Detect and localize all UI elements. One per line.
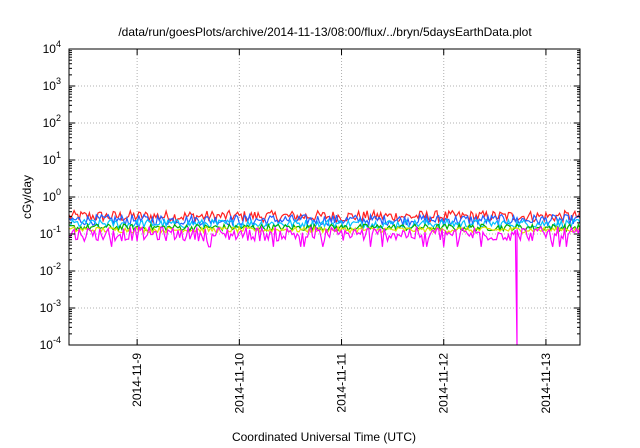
series-line (68, 224, 581, 346)
y-tick-label: 102 (43, 113, 61, 130)
x-axis: 2014-11-9 2014-11-10 2014-11-11 2014-11-12 2… (130, 49, 553, 414)
y-axis-label: cGy/day (20, 175, 34, 219)
y-tick-label: 10-4 (40, 335, 61, 352)
x-tick-label: 2014-11-12 (437, 353, 451, 414)
chart-title: /data/run/goesPlots/archive/2014-11-13/0… (118, 25, 532, 39)
x-tick-label: 2014-11-9 (130, 353, 144, 407)
x-tick-label: 2014-11-13 (539, 353, 553, 414)
x-tick-label: 2014-11-11 (335, 353, 349, 413)
series-line (68, 208, 581, 225)
y-tick-label: 10-3 (40, 298, 61, 315)
y-tick-label: 100 (43, 187, 61, 204)
y-axis: 10-4 10-3 10-2 10-1 100 101 102 103 104 (40, 39, 580, 352)
y-tick-label: 101 (43, 150, 61, 167)
y-tick-label: 10-2 (40, 261, 61, 278)
series-group (68, 208, 581, 346)
y-tick-label: 10-1 (40, 224, 61, 241)
y-tick-label: 103 (43, 76, 61, 93)
x-axis-label: Coordinated Universal Time (UTC) (232, 430, 416, 444)
x-tick-label: 2014-11-10 (232, 353, 246, 414)
series-line (68, 225, 581, 235)
grid (69, 49, 580, 345)
y-tick-label: 104 (43, 39, 61, 56)
